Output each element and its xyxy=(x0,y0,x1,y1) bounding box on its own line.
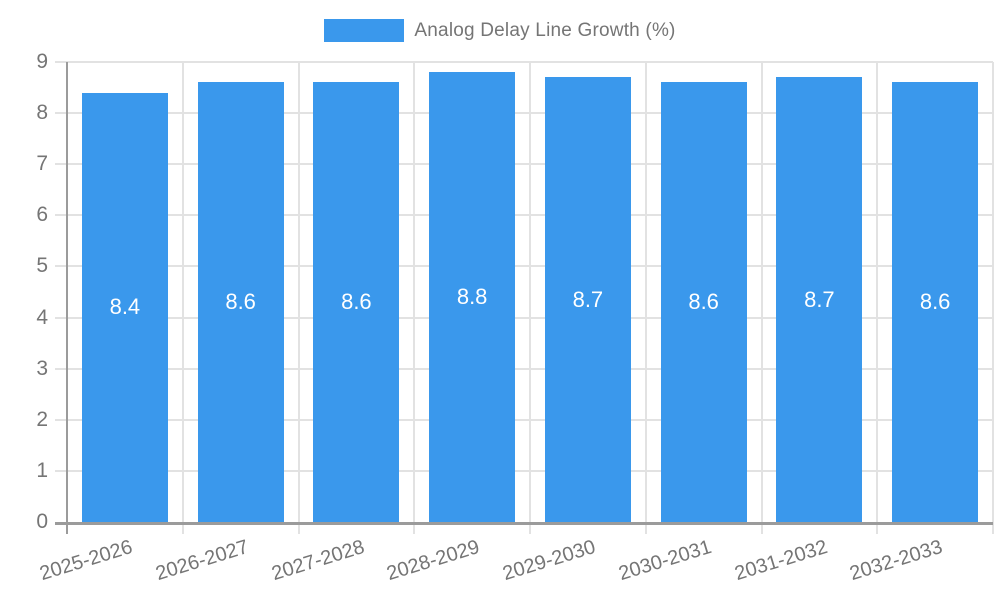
h-gridline xyxy=(55,112,993,115)
v-gridline xyxy=(992,62,994,534)
h-gridline xyxy=(55,265,993,268)
y-tick-label: 8 xyxy=(36,101,48,125)
legend-swatch xyxy=(324,19,405,42)
y-tick-label: 9 xyxy=(36,50,48,73)
x-tick-label: 2028-2029 xyxy=(384,536,483,586)
h-gridline xyxy=(55,418,993,421)
bar-value-label: 8.7 xyxy=(804,286,835,312)
bar xyxy=(429,72,516,522)
bar-value-label: 8.8 xyxy=(456,284,488,310)
x-tick-label: 2032-2033 xyxy=(847,536,946,586)
x-tick-label: 2025-2026 xyxy=(37,536,136,586)
v-gridline xyxy=(529,62,531,534)
bar xyxy=(197,82,284,522)
y-axis-line xyxy=(66,62,68,534)
y-tick-label: 6 xyxy=(36,203,48,227)
x-axis-line xyxy=(55,522,993,525)
x-tick-label: 2030-2031 xyxy=(616,536,715,586)
v-gridline xyxy=(876,62,879,534)
y-axis-labels: 0 1 2 3 4 5 6 7 8 9 xyxy=(0,50,48,533)
bar-value-label: 8.6 xyxy=(919,289,951,315)
bar-value-label: 8.7 xyxy=(572,286,604,312)
h-gridline xyxy=(55,469,993,472)
h-gridline xyxy=(55,61,993,63)
bar-value-label: 8.6 xyxy=(225,289,256,315)
x-tick-label: 2026-2027 xyxy=(153,536,252,586)
bar xyxy=(892,82,979,522)
bar xyxy=(544,77,631,522)
v-gridline xyxy=(297,62,300,534)
h-gridline xyxy=(55,163,993,166)
bar-value-label: 8.6 xyxy=(341,289,372,315)
bar xyxy=(776,77,863,522)
x-tick-label: 2027-2028 xyxy=(268,536,367,586)
h-gridline xyxy=(55,214,993,217)
h-gridline xyxy=(55,316,993,319)
legend: Analog Delay Line Growth (%) xyxy=(0,19,1000,42)
h-gridline xyxy=(55,367,993,370)
y-tick-label: 3 xyxy=(36,356,48,380)
legend-label: Analog Delay Line Growth (%) xyxy=(414,19,676,41)
y-tick-label: 4 xyxy=(36,305,48,329)
y-tick-label: 0 xyxy=(36,510,48,533)
bar xyxy=(660,82,747,522)
bar-value-label: 8.6 xyxy=(688,289,719,315)
plot-area: 8.4 8.6 8.6 8.8 8.7 8.6 8.7 8.6 xyxy=(55,61,994,534)
y-tick-label: 2 xyxy=(36,407,48,431)
y-tick-label: 1 xyxy=(36,458,48,482)
x-tick-label: 2031-2032 xyxy=(731,536,830,586)
y-tick-label: 7 xyxy=(36,152,48,176)
bar-value-label: 8.4 xyxy=(109,294,141,320)
y-tick-label: 5 xyxy=(36,254,48,278)
bar xyxy=(313,82,400,522)
v-gridline xyxy=(413,62,416,534)
bar xyxy=(81,92,168,522)
v-gridline xyxy=(760,62,763,534)
v-gridline xyxy=(644,62,647,534)
v-gridline xyxy=(181,62,184,534)
x-tick-label: 2029-2030 xyxy=(500,536,599,586)
